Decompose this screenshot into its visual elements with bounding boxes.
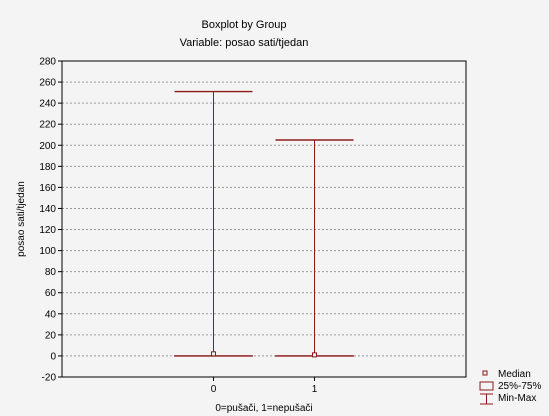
y-tick-label: 280 [39, 57, 56, 68]
y-tick-label: 160 [39, 183, 56, 194]
legend: Median 25%-75% Min-Max [479, 369, 541, 405]
y-tick-label: -20 [42, 373, 57, 384]
y-tick-label: 240 [39, 99, 56, 110]
median-marker [211, 351, 216, 357]
x-tick-label: 0 [211, 384, 217, 395]
boxplot-groups [174, 90, 354, 358]
y-tick-label: 220 [39, 120, 56, 131]
chart-title: Boxplot by Group [202, 19, 287, 31]
y-tick-label: 60 [45, 288, 57, 299]
legend-whisker-label: Min-Max [498, 393, 536, 404]
y-tick-label: 140 [39, 204, 56, 215]
grid-lines [62, 81, 466, 357]
legend-box-label: 25%-75% [498, 381, 541, 392]
plot-frame [61, 60, 467, 378]
chart-subtitle: Variable: posao sati/tjedan [180, 37, 309, 49]
legend-box-marker [479, 381, 494, 391]
legend-median-marker [482, 370, 488, 376]
x-axis-label: 0=pušači, 1=nepušači [215, 403, 312, 414]
y-tick-label: 180 [39, 162, 56, 173]
y-tick-label: 40 [45, 309, 57, 320]
median-marker [312, 352, 317, 358]
y-tick-label: 20 [45, 330, 57, 341]
y-axis-label: posao sati/tjedan [16, 181, 27, 257]
y-tick-label: 100 [39, 246, 56, 257]
y-tick-label: 260 [39, 78, 56, 89]
x-tick-label: 1 [312, 384, 318, 395]
y-tick-label: 120 [39, 225, 56, 236]
y-tick-label: 0 [50, 351, 56, 362]
y-axis-ticks: -20 0 20 40 60 80 100 120 140 160 180 200 220 240 260 2… [39, 57, 62, 384]
legend-median-label: Median [498, 369, 531, 380]
y-tick-label: 200 [39, 141, 56, 152]
y-tick-label: 80 [45, 267, 57, 278]
